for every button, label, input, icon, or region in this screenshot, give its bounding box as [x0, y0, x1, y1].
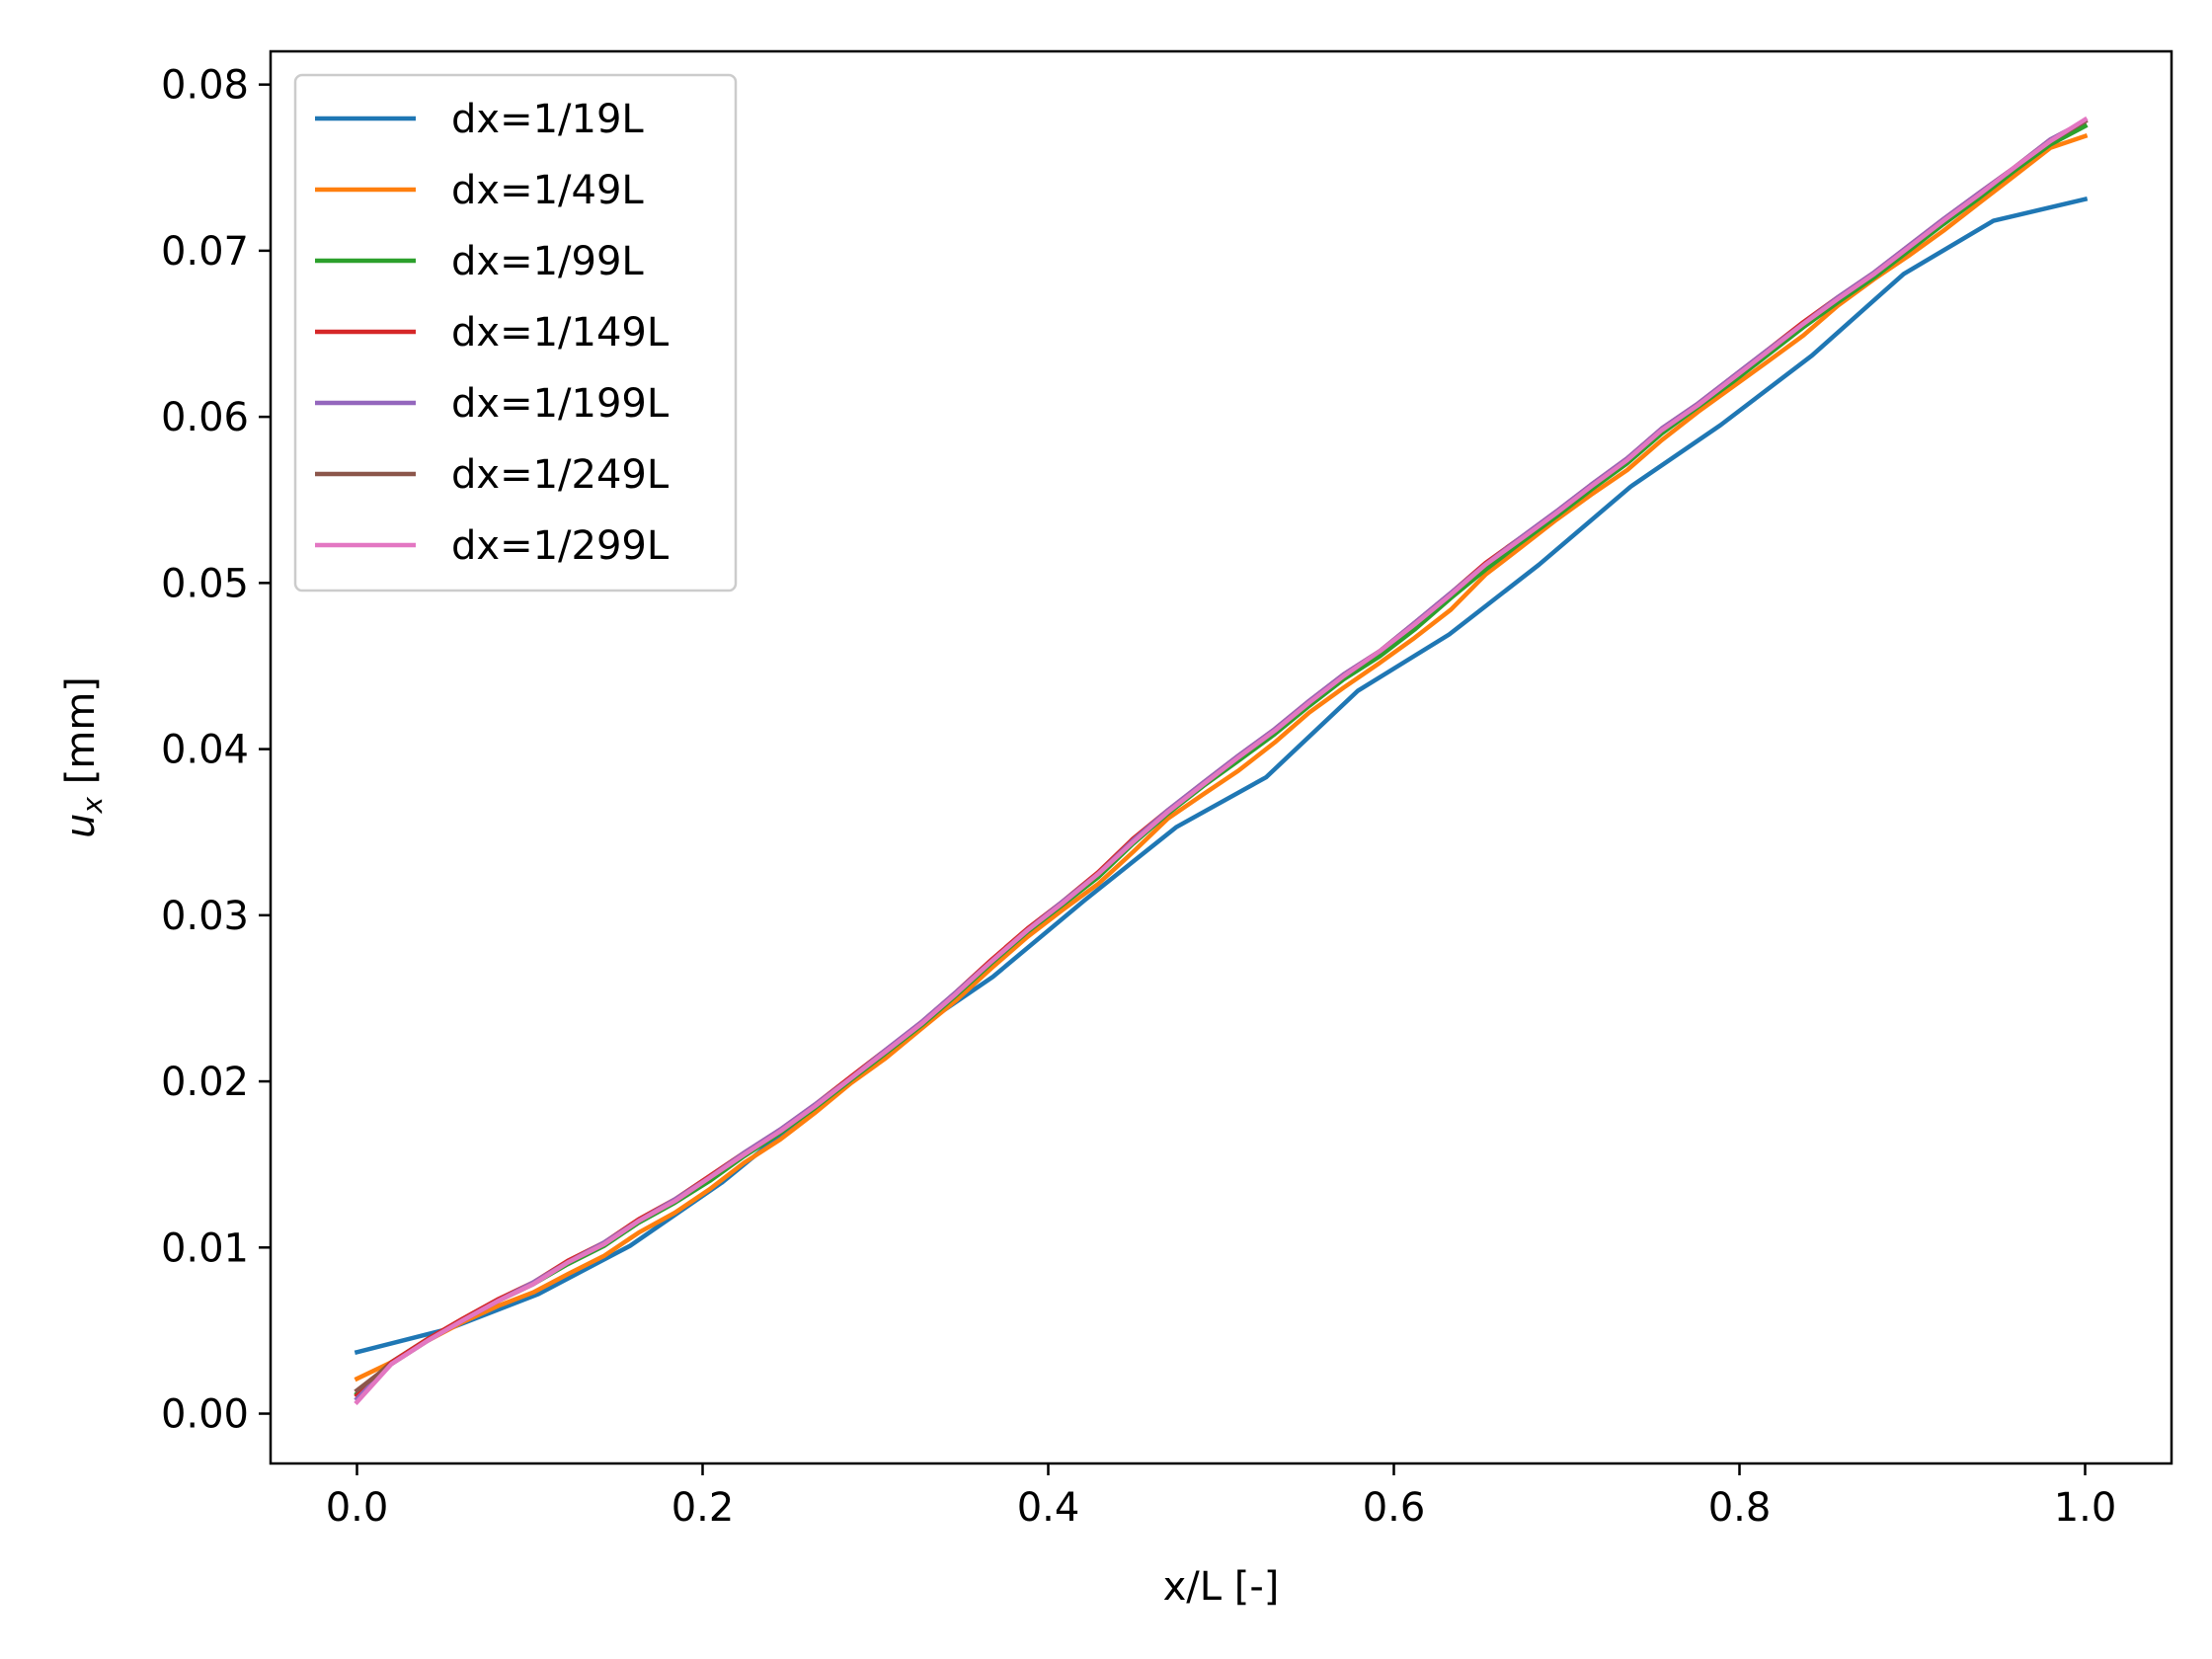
y-axis-label: ux [mm]: [58, 676, 109, 838]
y-tick-label: 0.01: [161, 1225, 249, 1271]
y-tick-label: 0.06: [161, 395, 249, 440]
x-tick-label: 0.4: [1017, 1485, 1080, 1531]
legend-label: dx=1/249L: [451, 452, 670, 498]
y-tick-label: 0.05: [161, 561, 249, 606]
y-axis-ticks: 0.00 0.01 0.02 0.03 0.04 0.05 0.06 0.07 0.08: [161, 63, 271, 1438]
series-layer: [354, 116, 2089, 1405]
x-axis-label: x/L [-]: [1163, 1564, 1280, 1610]
x-tick-label: 0.0: [326, 1485, 389, 1531]
legend-label: dx=1/149L: [451, 310, 670, 356]
x-tick-label: 0.6: [1363, 1485, 1426, 1531]
legend-label: dx=1/49L: [451, 168, 644, 213]
y-tick-label: 0.03: [161, 894, 249, 939]
y-axis-label-unit: [mm]: [58, 676, 104, 797]
y-tick-label: 0.07: [161, 229, 249, 275]
legend-label: dx=1/19L: [451, 97, 644, 142]
series-line-1: [354, 196, 2089, 1356]
x-tick-label: 0.8: [1708, 1485, 1772, 1531]
y-axis-label-symbol: u: [58, 814, 104, 838]
axes-frame: [269, 49, 2173, 1465]
series-line-7: [354, 116, 2089, 1405]
y-tick-label: 0.02: [161, 1060, 249, 1105]
y-tick-label: 0.00: [161, 1392, 249, 1438]
y-tick-label: 0.08: [161, 63, 249, 109]
x-axis-ticks: 0.0 0.2 0.4 0.6 0.8 1.0: [326, 1463, 2117, 1531]
x-tick-label: 0.2: [672, 1485, 735, 1531]
legend-box: [293, 73, 738, 592]
y-axis-label-subscript: x: [76, 797, 109, 815]
legend: dx=1/19L dx=1/49L dx=1/99L dx=1/149L dx=1/19…: [293, 73, 738, 592]
series-line-2: [354, 132, 2089, 1382]
legend-label: dx=1/299L: [451, 523, 670, 569]
legend-label: dx=1/199L: [451, 381, 670, 427]
y-tick-label: 0.04: [161, 728, 249, 773]
x-tick-label: 1.0: [2054, 1485, 2117, 1531]
legend-label: dx=1/99L: [451, 239, 644, 284]
